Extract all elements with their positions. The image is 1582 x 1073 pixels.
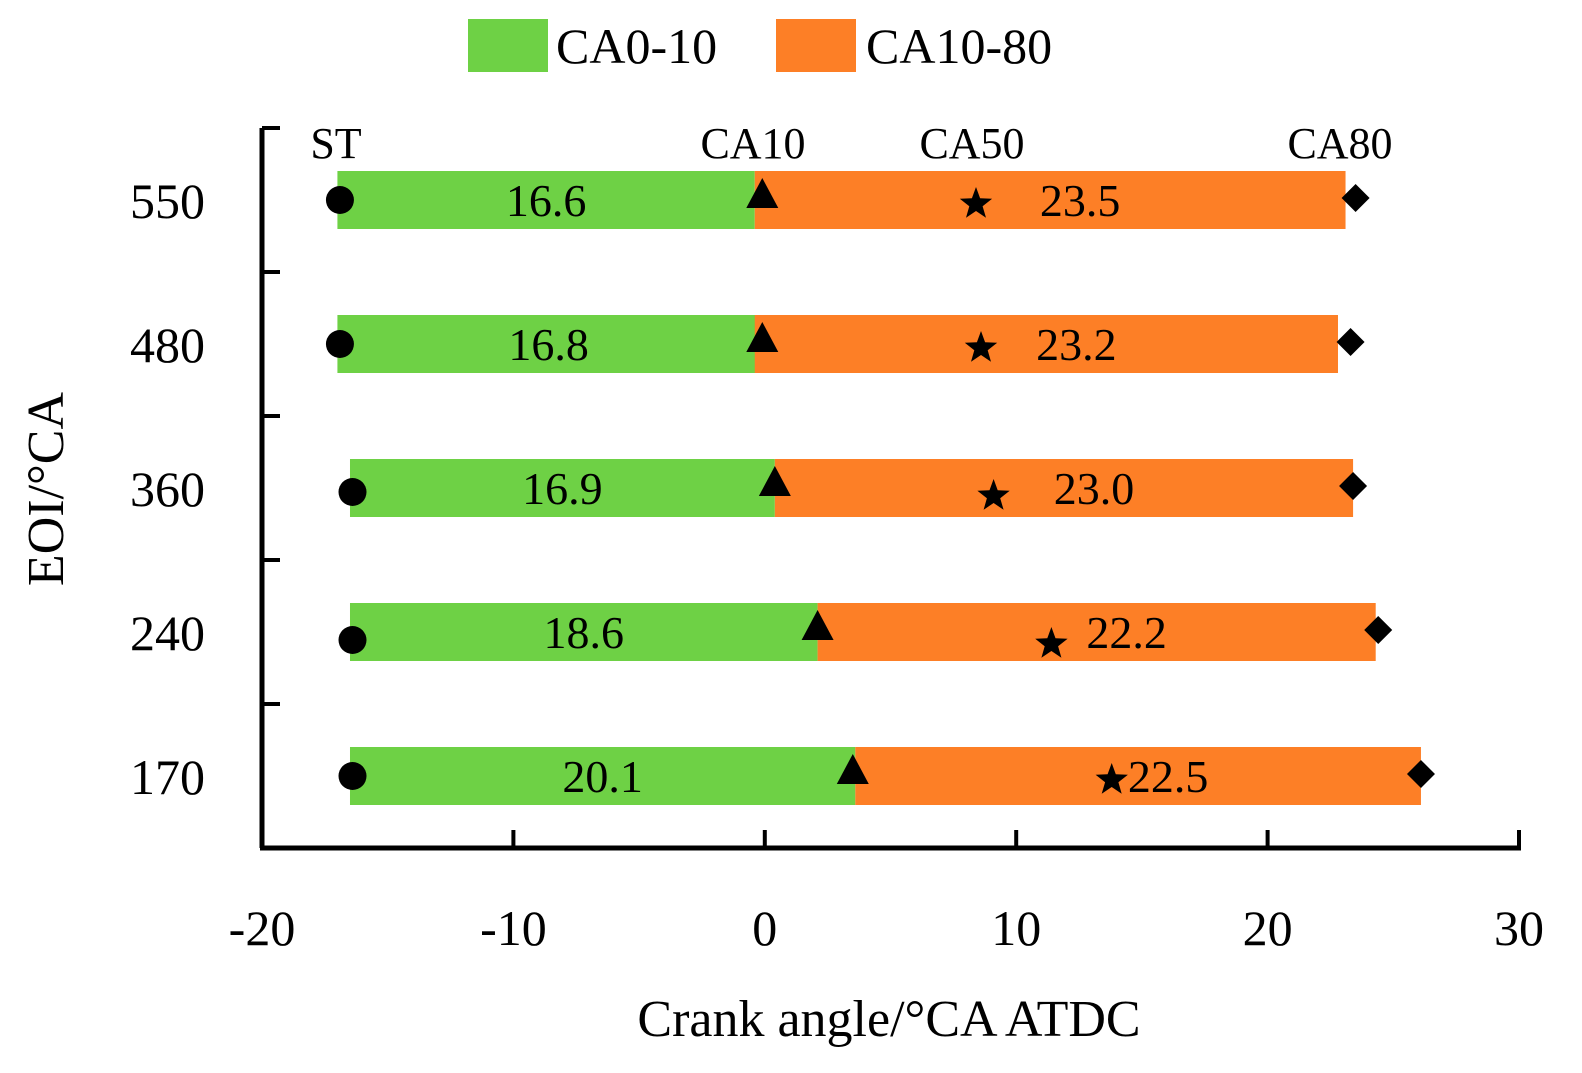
marker-labels: ST CA10 CA50 CA80 — [310, 119, 1392, 168]
x-tick-label: 0 — [752, 900, 777, 956]
bar-ca0-10-480 — [337, 315, 760, 373]
legend-swatch-ca0-10 — [468, 19, 548, 72]
marker-label-st: ST — [310, 119, 361, 168]
y-tick-label-550: 550 — [130, 173, 205, 229]
marker-st-480 — [325, 330, 354, 358]
bar-ca0-10-550 — [337, 171, 755, 229]
marker-label-ca50: CA50 — [919, 119, 1024, 168]
bar-labels: 16.6 16.8 16.9 18.6 20.1 23.5 23.2 23.0 22.2 22.5 — [506, 175, 1209, 802]
bar-ca0-10-240 — [349, 603, 818, 661]
y-axis-title: EOI/°CA — [18, 392, 75, 587]
bar-label-ca0-10-170: 20.1 — [562, 751, 643, 802]
bar-label-ca10-80-360: 23.0 — [1054, 463, 1135, 514]
legend-swatch-ca10-80 — [776, 19, 856, 72]
marker-ca50-240 — [1035, 627, 1068, 658]
bar-ca10-80-240 — [817, 603, 1376, 661]
bar-label-ca10-80-170: 22.5 — [1128, 751, 1209, 802]
y-tick-label-240: 240 — [130, 605, 205, 661]
marker-st-360 — [338, 478, 367, 506]
markers — [325, 178, 1435, 794]
x-tick-label: -10 — [480, 900, 547, 956]
bar-label-ca0-10-360: 16.9 — [522, 463, 603, 514]
marker-ca10-240 — [801, 610, 834, 640]
marker-st-170 — [338, 762, 367, 790]
x-tick-label: 10 — [991, 900, 1041, 956]
bar-label-ca10-80-480: 23.2 — [1036, 319, 1117, 370]
marker-ca10-170 — [836, 754, 869, 784]
bars — [337, 171, 1421, 805]
bar-label-ca0-10-550: 16.6 — [506, 175, 587, 226]
x-axis-title: Crank angle/°CA ATDC — [637, 991, 1140, 1048]
x-tick-label: 30 — [1494, 900, 1544, 956]
x-tick-label: 20 — [1243, 900, 1293, 956]
bar-label-ca0-10-240: 18.6 — [544, 607, 625, 658]
bar-ca10-80-480 — [754, 315, 1338, 373]
marker-label-ca80: CA80 — [1287, 119, 1392, 168]
y-tick-label-360: 360 — [130, 461, 205, 517]
bar-ca10-80-360 — [774, 459, 1354, 517]
legend: CA0-10 CA10-80 — [468, 18, 1052, 74]
bar-ca0-10-360 — [349, 459, 775, 517]
bar-ca10-80-170 — [855, 747, 1421, 805]
x-tick-label: -20 — [229, 900, 296, 956]
marker-ca80-480 — [1336, 328, 1365, 356]
marker-ca10-360 — [758, 466, 791, 496]
bar-label-ca10-80-550: 23.5 — [1040, 175, 1121, 226]
marker-ca80-360 — [1339, 472, 1368, 500]
marker-ca10-550 — [746, 178, 779, 208]
legend-label-ca0-10: CA0-10 — [556, 18, 717, 74]
marker-ca10-480 — [746, 322, 779, 352]
axes: -20 -10 0 10 20 30 550 480 360 240 170 — [130, 126, 1544, 956]
y-tick-label-480: 480 — [130, 317, 205, 373]
marker-ca80-550 — [1341, 184, 1370, 212]
marker-label-ca10: CA10 — [700, 119, 805, 168]
marker-ca50-480 — [964, 331, 998, 362]
marker-ca80-240 — [1364, 616, 1393, 644]
marker-ca50-360 — [977, 479, 1010, 510]
marker-st-550 — [325, 186, 354, 214]
marker-ca50-170 — [1095, 763, 1128, 794]
bar-ca10-80-550 — [754, 171, 1346, 229]
bar-ca0-10-170 — [349, 747, 856, 805]
marker-ca50-550 — [959, 187, 993, 218]
y-tick-label-170: 170 — [130, 749, 205, 805]
bar-label-ca0-10-480: 16.8 — [508, 319, 589, 370]
marker-st-240 — [338, 626, 367, 654]
bar-label-ca10-80-240: 22.2 — [1086, 607, 1167, 658]
legend-label-ca10-80: CA10-80 — [866, 18, 1052, 74]
marker-ca80-170 — [1406, 760, 1435, 788]
